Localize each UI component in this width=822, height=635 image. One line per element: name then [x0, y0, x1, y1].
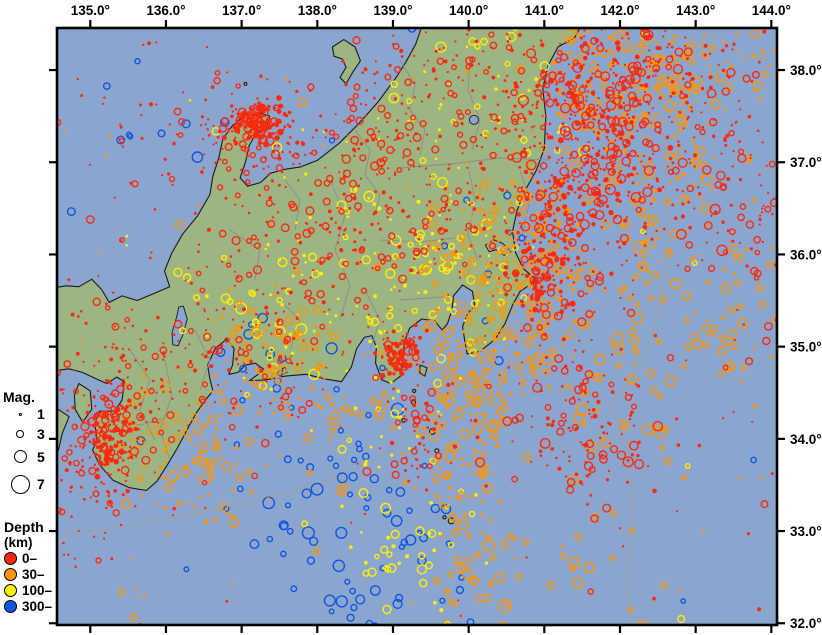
magnitude-label: 3: [37, 425, 45, 442]
depth-swatch-0km: [4, 551, 22, 565]
depth-label: 100–: [22, 582, 53, 598]
magnitude-label: 7: [37, 476, 45, 492]
depth-swatch-100km: [4, 583, 22, 597]
lon-tick-label: 137.0°: [222, 3, 261, 18]
lon-tick-label: 140.0°: [449, 3, 488, 18]
shikoku-island: [57, 407, 70, 454]
map-frame: [55, 26, 779, 627]
lon-tick-label: 139.0°: [373, 3, 412, 18]
magnitude-symbol-7: [3, 474, 37, 494]
trough-lines: [57, 28, 669, 625]
lon-tick-label: 144.0°: [752, 3, 791, 18]
depth-legend-row: 300–: [4, 598, 52, 614]
depth-legend-title: Depth: [4, 519, 44, 535]
lat-tick-label: 32.0°: [790, 616, 822, 631]
magnitude-label: 1: [37, 406, 45, 422]
lon-tick-label: 135.0°: [71, 3, 110, 18]
depth-label: 0–: [22, 550, 38, 566]
depth-legend-unit: (km): [4, 535, 33, 550]
lat-tick-label: 34.0°: [790, 432, 822, 447]
magnitude-legend-row: 3: [3, 423, 45, 444]
axes: 135.0° 136.0° 137.0° 138.0° 139.0° 140.0° 141.…: [49, 3, 822, 633]
magnitude-symbol-1: [3, 412, 37, 416]
magnitude-legend-row: 1: [3, 405, 45, 423]
depth-legend-row: 100–: [4, 582, 52, 598]
map-area: [57, 28, 777, 625]
lat-tick-label: 38.0°: [790, 63, 822, 78]
small-island: [243, 81, 248, 86]
landmass: [57, 28, 581, 525]
lon-tick-label: 138.0°: [298, 3, 337, 18]
magnitude-legend-title: Mag.: [3, 389, 35, 405]
lake-inawashiro: [468, 114, 479, 125]
magnitude-label: 5: [37, 448, 45, 465]
lat-tick-label: 37.0°: [790, 155, 822, 170]
earthquake-markers-blue: [66, 28, 757, 625]
small-island: [412, 388, 417, 394]
magnitude-legend-row: 7: [3, 469, 45, 499]
depth-legend-row: 30–: [4, 566, 52, 582]
depth-swatch-300km: [4, 599, 22, 613]
depth-legend: Depth (km) 0– 30– 100– 300–: [4, 519, 52, 614]
lat-tick-label: 35.0°: [790, 340, 822, 355]
depth-swatch-30km: [4, 567, 22, 581]
lon-tick-label: 143.0°: [676, 3, 715, 18]
lake-biwa: [171, 305, 188, 347]
lat-tick-label: 33.0°: [790, 524, 822, 539]
lat-tick-label: 36.0°: [790, 247, 822, 262]
depth-label: 30–: [22, 566, 45, 582]
lon-tick-label: 141.0°: [525, 3, 564, 18]
magnitude-legend-row: 5: [3, 444, 45, 469]
earthquake-markers-red: [57, 28, 777, 625]
small-island: [442, 515, 447, 520]
depth-legend-row: 0–: [4, 550, 52, 566]
lon-tick-label: 136.0°: [146, 3, 185, 18]
lon-tick-label: 142.0°: [600, 3, 639, 18]
depth-label: 300–: [22, 598, 53, 614]
magnitude-symbol-5: [3, 450, 37, 463]
magnitude-symbol-3: [3, 429, 37, 438]
magnitude-legend: Mag. 1 3 5 7: [3, 389, 45, 499]
